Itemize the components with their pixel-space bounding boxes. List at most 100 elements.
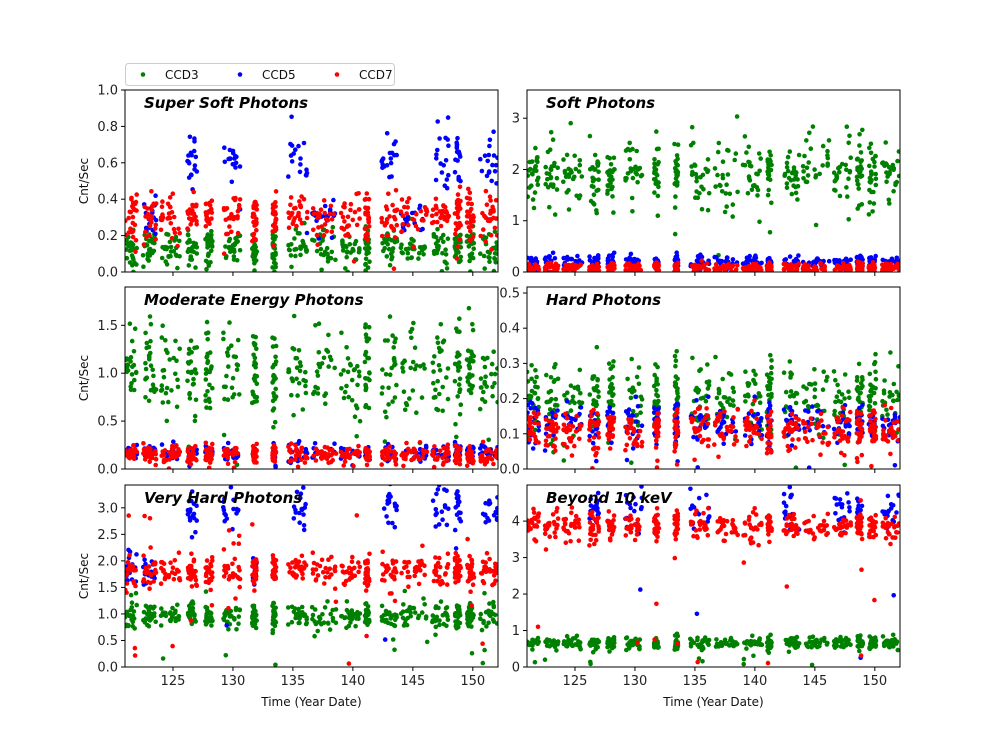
data-point-ccd5: [606, 253, 612, 258]
data-point-ccd7: [692, 457, 697, 463]
data-point-ccd5: [633, 394, 638, 400]
data-point-ccd7: [409, 457, 414, 463]
data-point-ccd3: [271, 425, 276, 430]
data-point-ccd7: [893, 264, 898, 269]
data-point-ccd3: [832, 408, 837, 414]
data-point-ccd3: [610, 374, 615, 380]
data-point-ccd5: [289, 159, 295, 164]
data-point-ccd7: [549, 419, 555, 425]
data-point-ccd3: [437, 391, 442, 397]
data-point-ccd5: [487, 143, 492, 149]
data-point-ccd7: [572, 443, 577, 449]
data-point-ccd7: [454, 212, 460, 217]
data-point-ccd3: [837, 193, 843, 199]
data-point-ccd3: [787, 149, 793, 154]
data-point-ccd3: [167, 239, 173, 245]
data-point-ccd3: [489, 371, 494, 377]
data-point-ccd5: [229, 179, 235, 185]
data-point-ccd7: [528, 419, 533, 425]
data-point-ccd3: [535, 182, 541, 187]
data-point-ccd3: [273, 252, 278, 257]
data-point-ccd3: [421, 362, 426, 367]
data-point-ccd3: [675, 156, 680, 162]
data-point-ccd7: [435, 219, 440, 225]
data-point-ccd5: [455, 158, 460, 163]
data-point-ccd3: [629, 356, 634, 362]
data-point-ccd7: [590, 466, 595, 469]
data-point-ccd3: [566, 187, 571, 193]
data-point-ccd5: [810, 404, 815, 409]
data-point-ccd3: [392, 395, 398, 400]
data-point-ccd3: [173, 371, 178, 377]
data-point-ccd7: [788, 262, 794, 268]
data-point-ccd3: [173, 338, 178, 344]
data-point-ccd7: [527, 437, 531, 442]
data-point-ccd3: [344, 383, 349, 389]
data-point-ccd3: [587, 133, 593, 139]
data-point-ccd3: [233, 236, 238, 241]
data-point-ccd7: [484, 459, 490, 465]
data-point-ccd5: [578, 405, 584, 410]
data-point-ccd3: [403, 246, 409, 252]
data-point-ccd3: [419, 395, 425, 400]
data-point-ccd3: [656, 398, 661, 404]
data-point-ccd5: [673, 403, 678, 408]
data-point-ccd5: [593, 426, 599, 432]
data-point-ccd7: [225, 461, 231, 467]
data-point-ccd3: [175, 377, 180, 383]
data-point-ccd7: [131, 442, 136, 448]
data-point-ccd3: [477, 406, 483, 412]
data-point-ccd3: [873, 369, 878, 375]
data-point-ccd7: [672, 449, 677, 454]
data-point-ccd3: [855, 167, 860, 173]
data-point-ccd5: [303, 172, 309, 178]
data-point-ccd3: [386, 246, 392, 252]
data-point-ccd5: [717, 260, 722, 265]
data-point-ccd7: [328, 203, 334, 209]
data-point-ccd3: [456, 259, 462, 265]
data-point-ccd3: [177, 253, 182, 259]
data-point-ccd7: [545, 434, 551, 439]
data-point-ccd7: [802, 436, 808, 441]
data-point-ccd3: [237, 392, 242, 397]
data-point-ccd5: [575, 253, 580, 259]
data-point-ccd7: [837, 418, 842, 423]
data-point-ccd7: [639, 443, 645, 449]
data-point-ccd3: [554, 175, 560, 181]
data-point-ccd7: [393, 462, 399, 467]
data-point-ccd7: [536, 411, 541, 417]
data-point-ccd3: [273, 354, 278, 360]
data-point-ccd3: [543, 181, 548, 187]
data-point-ccd3: [229, 343, 234, 349]
data-point-ccd5: [698, 413, 703, 418]
data-point-ccd3: [234, 367, 240, 373]
data-point-ccd3: [131, 257, 136, 262]
data-point-ccd7: [362, 197, 368, 202]
data-point-ccd3: [493, 260, 498, 265]
data-point-ccd7: [228, 214, 233, 220]
data-point-ccd3: [367, 259, 372, 265]
data-point-ccd7: [454, 198, 460, 204]
data-point-ccd3: [204, 405, 209, 410]
data-point-ccd5: [312, 441, 318, 446]
data-point-ccd7: [552, 427, 557, 433]
data-point-ccd3: [698, 367, 703, 372]
data-point-ccd7: [494, 450, 498, 456]
data-point-ccd3: [482, 364, 488, 370]
data-point-ccd3: [235, 337, 241, 343]
data-point-ccd7: [485, 455, 490, 461]
data-point-ccd7: [177, 230, 182, 236]
data-point-ccd3: [147, 314, 153, 319]
data-point-ccd7: [879, 269, 885, 272]
data-point-ccd3: [129, 253, 135, 258]
data-point-ccd3: [822, 408, 827, 414]
data-point-ccd3: [294, 365, 300, 371]
data-point-ccd7: [271, 243, 276, 249]
data-point-ccd7: [674, 433, 679, 438]
data-point-ccd5: [493, 162, 498, 168]
data-point-ccd3: [781, 370, 787, 376]
data-point-ccd3: [703, 166, 708, 172]
data-point-ccd3: [693, 388, 698, 393]
data-point-ccd7: [400, 222, 406, 227]
data-point-ccd7: [486, 217, 492, 222]
